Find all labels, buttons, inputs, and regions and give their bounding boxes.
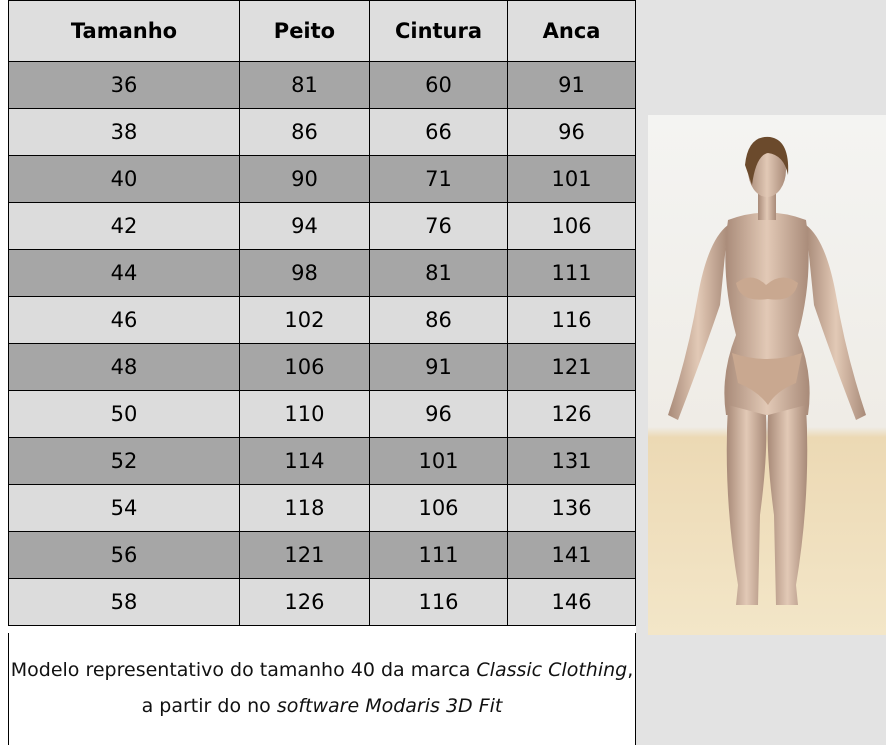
table-cell: 96	[507, 108, 636, 156]
table-cell: 136	[507, 484, 636, 532]
table-cell: 91	[507, 61, 636, 109]
table-row: 40 90 71 101	[8, 155, 636, 203]
table-row: 48 106 91 121	[8, 343, 636, 391]
table-cell: 54	[8, 484, 240, 532]
table-cell: 106	[239, 343, 370, 391]
table-cell: 38	[8, 108, 240, 156]
table-row: 58 126 116 146	[8, 578, 636, 626]
table-cell: 81	[239, 61, 370, 109]
table-cell: 90	[239, 155, 370, 203]
table-cell: 44	[8, 249, 240, 297]
table-row: 44 98 81 111	[8, 249, 636, 297]
table-row: 46 102 86 116	[8, 296, 636, 344]
table-cell: 40	[8, 155, 240, 203]
table-cell: 36	[8, 61, 240, 109]
model-image	[648, 115, 886, 635]
table-cell: 101	[507, 155, 636, 203]
table-cell: 86	[368, 296, 509, 344]
size-table: Tamanho Peito Cintura Anca 36 81 60 91 38 86 66 96 4…	[8, 0, 636, 626]
header-cell: Anca	[507, 0, 636, 62]
table-row: 54 118 106 136	[8, 484, 636, 532]
table-cell: 56	[8, 531, 240, 579]
table-cell: 118	[239, 484, 370, 532]
header-cell: Peito	[239, 0, 370, 62]
table-cell: 121	[239, 531, 370, 579]
table-cell: 102	[239, 296, 370, 344]
table-cell: 58	[8, 578, 240, 626]
table-cell: 71	[368, 155, 509, 203]
table-cell: 101	[368, 437, 509, 485]
table-cell: 66	[368, 108, 509, 156]
table-cell: 42	[8, 202, 240, 250]
table-cell: 46	[8, 296, 240, 344]
table-cell: 81	[368, 249, 509, 297]
table-cell: 111	[368, 531, 509, 579]
table-cell: 131	[507, 437, 636, 485]
table-cell: 110	[239, 390, 370, 438]
header-cell: Tamanho	[8, 0, 240, 62]
table-row: 50 110 96 126	[8, 390, 636, 438]
table-cell: 94	[239, 202, 370, 250]
table-body: 36 81 60 91 38 86 66 96 40 90 71 101 42 94 76 106 44 98 81…	[8, 61, 636, 626]
caption-text: Modelo representativo do tamanho 40 da m…	[10, 659, 477, 681]
table-cell: 126	[239, 578, 370, 626]
table-cell: 114	[239, 437, 370, 485]
table-cell: 86	[239, 108, 370, 156]
header-cell: Cintura	[368, 0, 509, 62]
table-cell: 76	[368, 202, 509, 250]
table-cell: 60	[368, 61, 509, 109]
caption-software: software Modaris 3D Fit	[276, 695, 503, 717]
table-row: 42 94 76 106	[8, 202, 636, 250]
table-cell: 91	[368, 343, 509, 391]
table-row: 52 114 101 131	[8, 437, 636, 485]
table-row: 36 81 60 91	[8, 61, 636, 109]
table-cell: 98	[239, 249, 370, 297]
table-cell: 111	[507, 249, 636, 297]
caption: Modelo representativo do tamanho 40 da m…	[8, 633, 636, 745]
table-cell: 48	[8, 343, 240, 391]
table-cell: 116	[507, 296, 636, 344]
table-cell: 121	[507, 343, 636, 391]
table-cell: 116	[368, 578, 509, 626]
caption-text: , a partir do no	[141, 659, 634, 717]
table-cell: 52	[8, 437, 240, 485]
table-cell: 106	[507, 202, 636, 250]
table-cell: 141	[507, 531, 636, 579]
table-cell: 106	[368, 484, 509, 532]
table-cell: 50	[8, 390, 240, 438]
table-cell: 146	[507, 578, 636, 626]
header-row: Tamanho Peito Cintura Anca	[8, 0, 636, 62]
table-cell: 96	[368, 390, 509, 438]
table-row: 38 86 66 96	[8, 108, 636, 156]
table-cell: 126	[507, 390, 636, 438]
table-row: 56 121 111 141	[8, 531, 636, 579]
caption-brand: Classic Clothing	[476, 659, 628, 681]
